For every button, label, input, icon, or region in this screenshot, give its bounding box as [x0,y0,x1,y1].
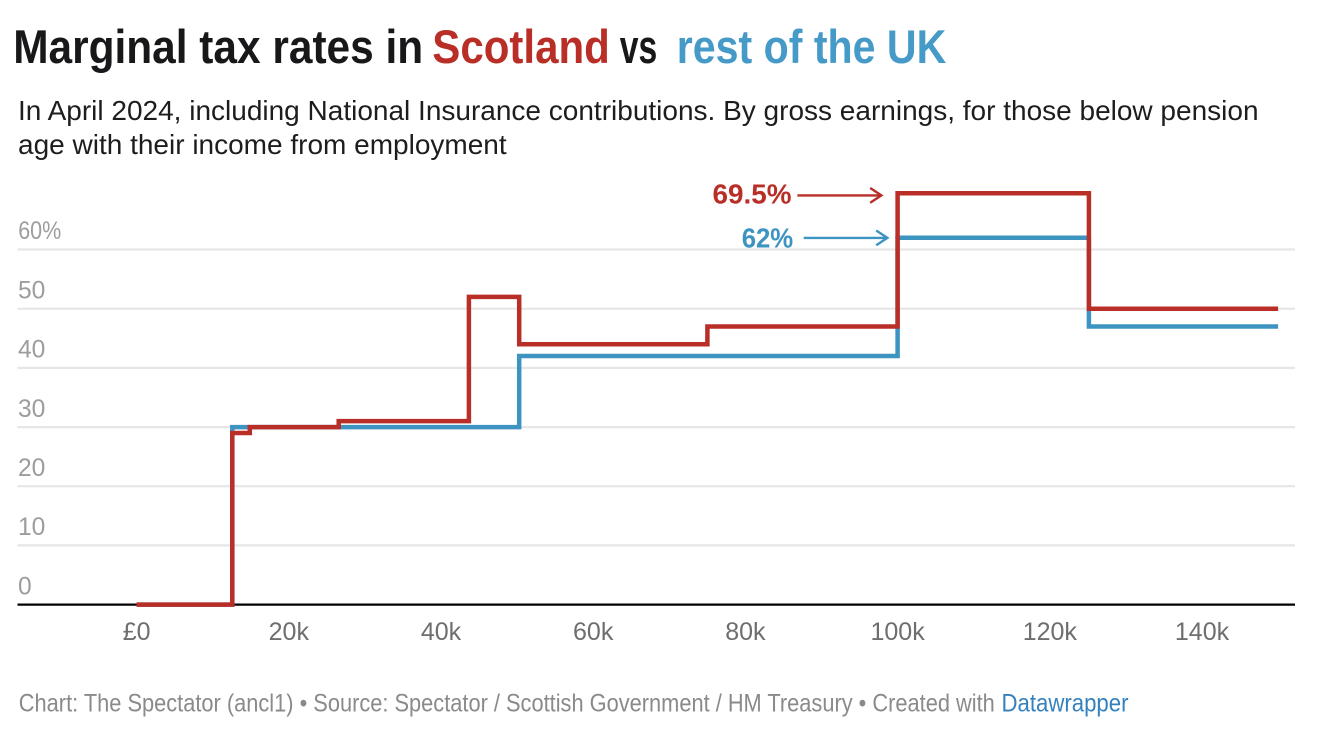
svg-text:69.5%: 69.5% [713,179,792,210]
svg-text:Scotland: Scotland [432,20,610,73]
svg-text:80k: 80k [725,618,766,646]
svg-text:rest of the UK: rest of the UK [677,20,947,73]
svg-text:40: 40 [18,337,45,364]
svg-text:0: 0 [18,573,32,600]
svg-text:10: 10 [18,514,45,541]
svg-text:Marginal tax rates in: Marginal tax rates in [13,20,423,73]
svg-text:£0: £0 [123,618,151,646]
svg-text:100k: 100k [870,618,925,646]
svg-text:20: 20 [18,455,45,482]
svg-text:60%: 60% [18,218,61,245]
svg-text:60k: 60k [573,618,614,646]
svg-text:120k: 120k [1023,618,1078,646]
svg-text:20k: 20k [269,618,310,646]
svg-text:40k: 40k [421,618,462,646]
svg-text:Datawrapper: Datawrapper [1002,689,1129,717]
svg-text:30: 30 [18,396,45,423]
svg-text:Chart: The Spectator (ancl1) •: Chart: The Spectator (ancl1) • Source: S… [19,689,995,717]
svg-text:50: 50 [18,277,45,304]
svg-text:140k: 140k [1175,618,1230,646]
svg-text:vs: vs [620,20,658,73]
